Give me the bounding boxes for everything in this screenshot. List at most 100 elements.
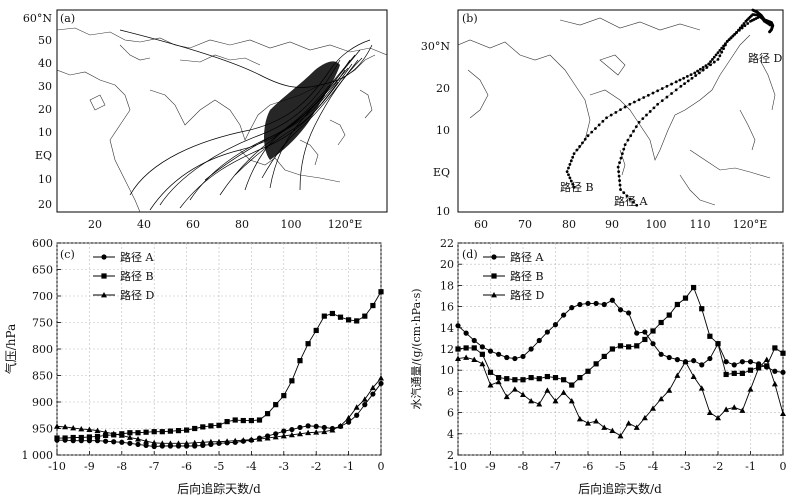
panel-c-y-ticks: 600 650 700 750 800 850 900 950 1 000 <box>22 237 54 462</box>
legend-entry: 路径 B <box>510 270 544 283</box>
lat-tick: 50 <box>38 34 52 47</box>
data-point <box>650 405 656 411</box>
legend-marker <box>491 292 497 298</box>
route-point <box>645 113 648 117</box>
data-point <box>496 375 502 381</box>
y-tick-label: 10 <box>440 364 454 377</box>
data-point <box>528 397 535 404</box>
data-point <box>94 427 101 434</box>
route-label-a: 路径 A <box>614 195 648 208</box>
data-point <box>658 319 664 326</box>
y-tick-label: 4 <box>447 428 454 441</box>
data-point <box>496 351 502 357</box>
data-point <box>617 343 624 349</box>
lon-tick: 110 <box>690 218 711 231</box>
route-point <box>590 130 594 134</box>
data-point <box>463 345 469 351</box>
route-point <box>620 152 624 156</box>
route-point <box>618 161 621 165</box>
panel-b-routes <box>565 8 775 207</box>
panel-d-series <box>455 284 786 439</box>
data-point <box>86 434 92 440</box>
route-point <box>634 125 638 129</box>
route-point <box>586 134 590 138</box>
data-point <box>601 424 608 430</box>
data-point <box>585 420 591 426</box>
route-point <box>698 67 702 71</box>
data-point <box>54 435 60 441</box>
data-point <box>362 313 368 319</box>
route-point <box>578 145 582 148</box>
data-point <box>699 362 705 368</box>
y-tick-label: 750 <box>32 317 53 330</box>
data-point <box>175 440 182 446</box>
panel-c-x-ticks: -10 -9 -8 -7 -6 -5 -4 -3 -2 -1 0 <box>48 460 384 473</box>
lon-tick: 70 <box>518 218 532 231</box>
x-tick-label: 0 <box>780 460 787 473</box>
x-tick-label: -10 <box>449 460 467 473</box>
route-point <box>581 141 584 145</box>
data-point <box>135 441 141 447</box>
data-point <box>175 428 182 434</box>
data-point <box>248 417 254 424</box>
data-point <box>70 424 77 431</box>
legend-marker <box>491 254 497 260</box>
x-tick-label: -1 <box>745 460 756 473</box>
data-point <box>94 433 101 440</box>
route-point <box>628 197 632 201</box>
y-tick-label: 700 <box>32 290 53 303</box>
data-point <box>772 368 778 374</box>
route-point <box>707 62 711 66</box>
data-point <box>772 345 778 351</box>
route-point <box>712 60 716 64</box>
data-point <box>666 387 673 393</box>
route-point <box>698 71 701 75</box>
route-point <box>567 173 570 177</box>
data-point <box>771 380 778 387</box>
panel-a: 60°N 50 40 30 20 10 EQ 10 20 20 40 60 80… <box>23 9 388 231</box>
data-point <box>682 295 689 301</box>
data-point <box>780 350 786 356</box>
panel-c-xlabel: 后向追踪天数/d <box>177 481 261 496</box>
lat-tick: 10 <box>38 173 52 186</box>
data-point <box>658 395 665 402</box>
legend-marker <box>101 254 107 260</box>
data-point <box>78 434 84 441</box>
data-point <box>569 305 575 311</box>
panel-c-series <box>54 289 384 450</box>
data-point <box>666 354 672 361</box>
data-point <box>609 346 615 352</box>
data-point <box>642 329 648 335</box>
route-point <box>718 49 722 52</box>
data-point <box>329 310 335 317</box>
data-point <box>102 429 109 435</box>
route-point <box>665 95 669 99</box>
data-point <box>224 438 231 444</box>
data-point <box>764 363 770 369</box>
data-point <box>151 443 157 450</box>
data-point <box>561 312 567 318</box>
data-point <box>536 401 543 407</box>
route-point <box>660 99 664 103</box>
data-point <box>479 351 485 357</box>
data-point <box>552 322 559 328</box>
data-point <box>313 429 320 435</box>
data-point <box>264 435 271 441</box>
x-tick-label: -7 <box>149 460 160 473</box>
panel-b-coastlines <box>458 17 776 206</box>
data-point <box>455 323 461 329</box>
lon-tick: 60 <box>474 218 488 231</box>
data-point <box>321 424 327 431</box>
data-point <box>240 437 247 443</box>
data-point <box>585 300 591 307</box>
data-point <box>642 336 648 343</box>
route-point <box>724 42 727 46</box>
data-point <box>118 432 125 438</box>
data-point <box>763 356 770 362</box>
data-point <box>780 369 786 375</box>
route-point <box>623 143 627 147</box>
data-point <box>577 301 583 308</box>
lon-tick: 100 <box>281 218 302 231</box>
data-point <box>601 353 607 360</box>
data-point <box>536 376 542 382</box>
